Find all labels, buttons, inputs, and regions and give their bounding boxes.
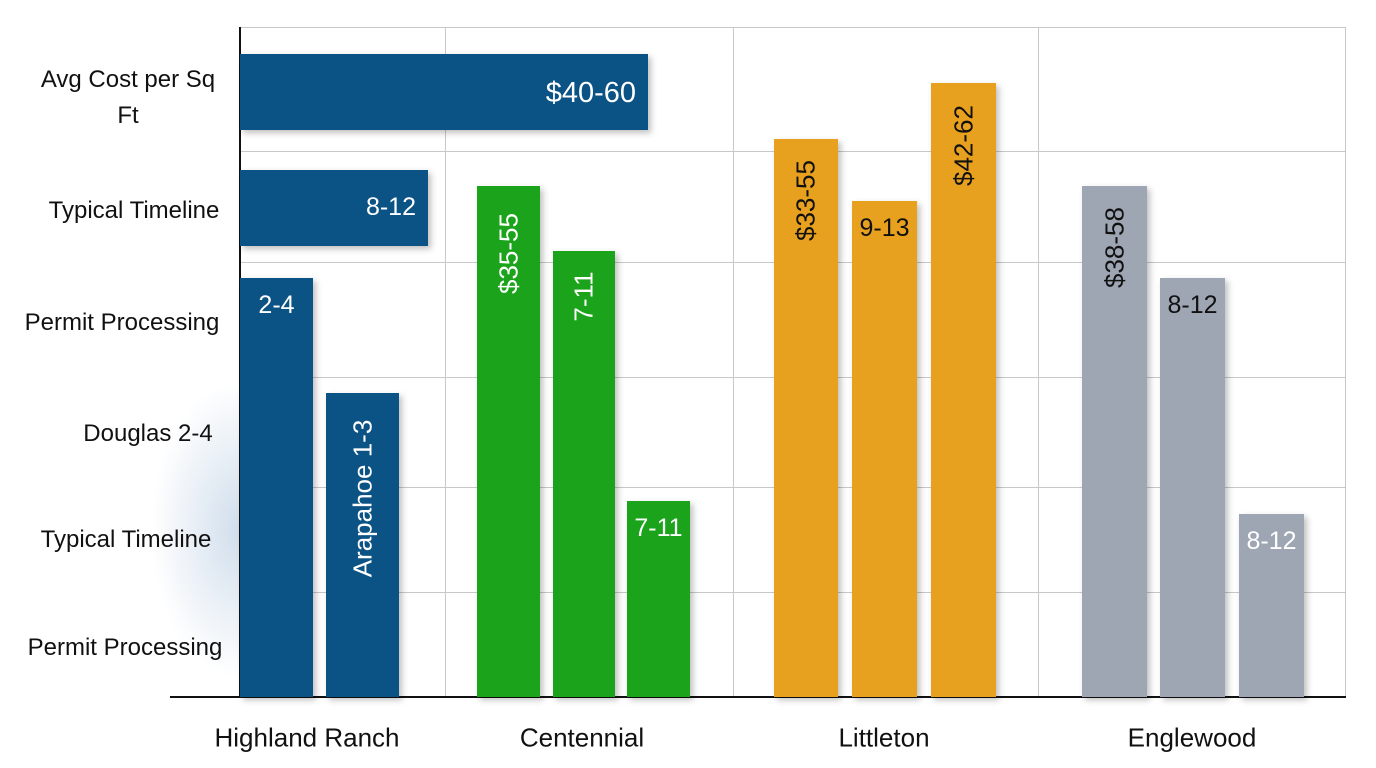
bar-value-label: $40-60 <box>545 77 636 109</box>
bar <box>1239 514 1304 697</box>
y-label-permit-processing: Permit Processing <box>24 309 220 336</box>
bar <box>627 501 690 697</box>
gridline-v <box>445 27 446 697</box>
bar-value-label: 9-13 <box>859 214 910 242</box>
bar-value-label: Arapahoe 1-3 <box>347 419 377 578</box>
bar <box>477 186 540 697</box>
bar-value-label: 8-12 <box>1246 527 1297 555</box>
bar <box>1082 186 1147 697</box>
x-label-highland-ranch: Highland Ranch <box>214 722 400 753</box>
bar <box>931 83 996 697</box>
gridline-v <box>1345 27 1346 697</box>
x-label-englewood: Englewood <box>1127 722 1257 753</box>
bar <box>326 393 399 697</box>
bar <box>774 139 838 697</box>
y-label-avg-cost: Avg Cost per Sq Ft <box>40 66 216 129</box>
y-label-typical-timeline: Typical Timeline <box>48 197 220 224</box>
bar-value-label: $42-62 <box>948 105 978 186</box>
bar-value-label: 8-12 <box>365 193 416 221</box>
bar <box>553 251 615 697</box>
bar-value-label: $33-55 <box>790 160 821 241</box>
bar <box>240 54 648 130</box>
bar <box>852 201 917 697</box>
gridline-h <box>240 27 1345 28</box>
bar-value-label: 8-12 <box>1167 291 1218 319</box>
bar-value-label: 7-11 <box>568 271 599 322</box>
y-label-douglas: Douglas 2-4 <box>83 420 213 447</box>
bar <box>240 278 313 697</box>
bar-value-label: 2-4 <box>258 291 295 319</box>
gridline-v <box>1038 27 1039 697</box>
bar-value-label: $35-55 <box>493 213 523 294</box>
bar <box>1160 278 1225 697</box>
x-axis <box>170 696 1346 698</box>
y-label-permit-processing-2: Permit Processing <box>27 634 223 661</box>
gridline-v <box>733 27 734 697</box>
x-label-littleton: Littleton <box>838 722 930 753</box>
blur-artifact <box>150 380 240 680</box>
bar <box>240 170 428 246</box>
bar-value-label: $38-58 <box>1099 207 1129 288</box>
x-label-centennial: Centennial <box>519 722 645 753</box>
y-label-typical-timeline-2: Typical Timeline <box>40 526 212 553</box>
bar-value-label: 7-11 <box>634 514 683 542</box>
